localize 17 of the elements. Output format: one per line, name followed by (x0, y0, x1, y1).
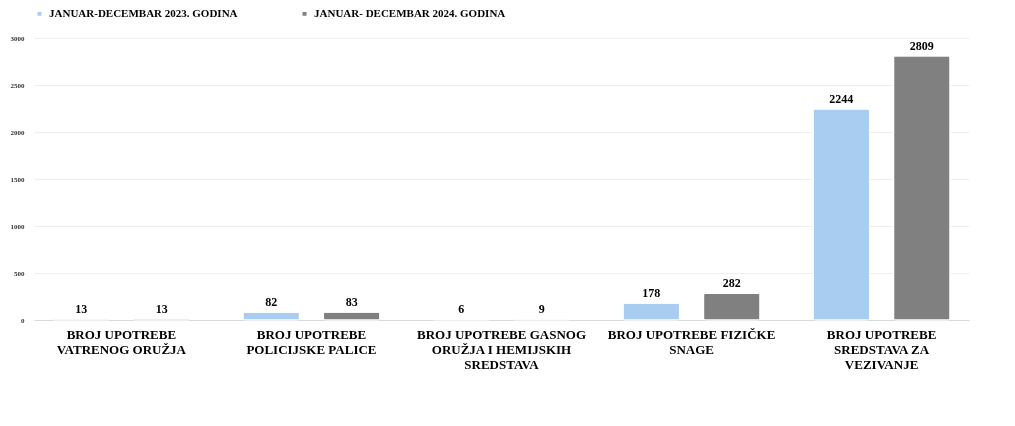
data-label: 178 (642, 286, 661, 301)
data-label: 6 (458, 302, 465, 317)
data-label: 82 (265, 295, 278, 310)
data-label: 13 (155, 301, 168, 316)
x-tick-label: BROJ UPOTREBE FIZIČKE SNAGE (607, 326, 776, 357)
x-tick-label: BROJ UPOTREBE VATRENOG ORUŽJA (56, 326, 187, 357)
data-label: 2809 (909, 38, 934, 53)
x-tick-label: BROJ UPOTREBE POLICIJSKE PALICE (246, 326, 377, 357)
x-tick-label: BROJ UPOTREBE GASNOG ORUŽJA I HEMIJSKIH SREDSTAVA (416, 326, 587, 372)
data-label: 282 (722, 276, 741, 291)
legend-label: JANUAR- DECEMBAR 2024. GODINA (314, 6, 506, 19)
x-tick-label: BROJ UPOTREBE SREDSTAVA ZA VEZIVANJE (826, 326, 937, 372)
data-label: 13 (75, 301, 88, 316)
data-label: 83 (345, 295, 358, 310)
data-label: 9 (538, 302, 545, 317)
legend-label: JANUAR-DECEMBAR 2023. GODINA (49, 6, 238, 19)
data-label: 2244 (829, 92, 854, 107)
